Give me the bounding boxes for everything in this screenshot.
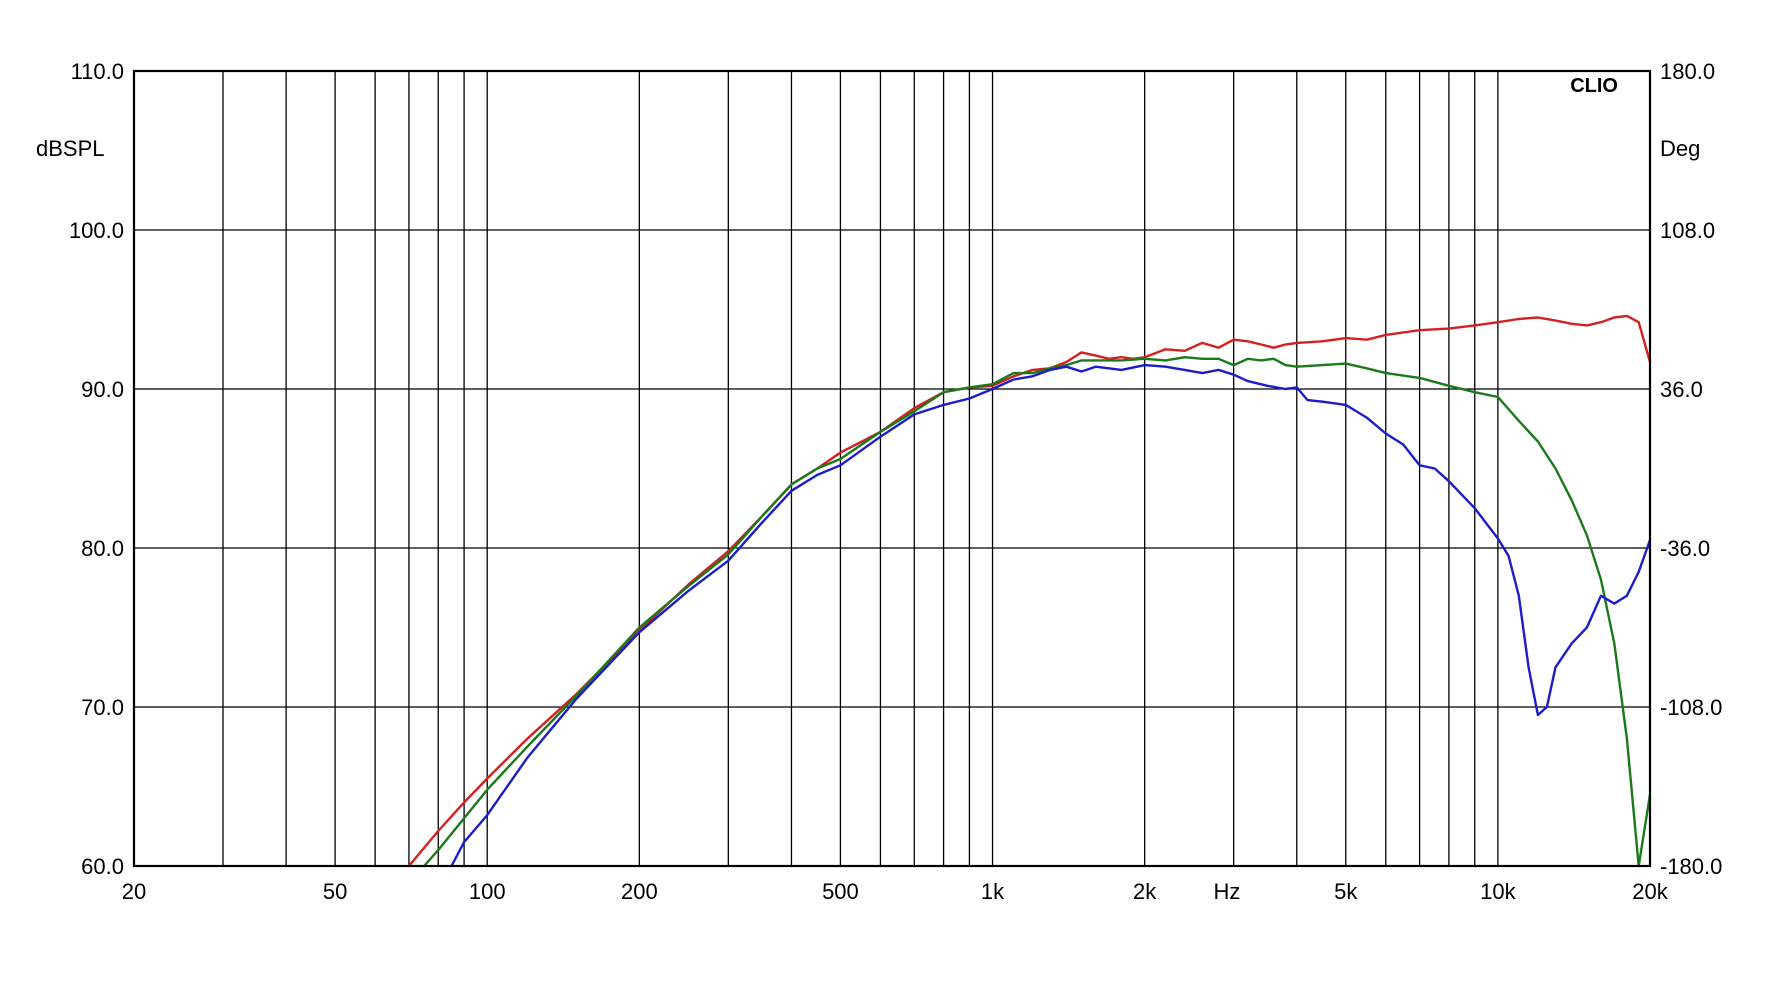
y2-tick-label: -180.0	[1660, 854, 1722, 879]
x-tick-label: 20k	[1632, 879, 1668, 904]
y-tick-label: 70.0	[81, 695, 124, 720]
y2-tick-label: 180.0	[1660, 59, 1715, 84]
x-axis-title: Hz	[1214, 879, 1241, 904]
y-axis-title: dBSPL	[36, 136, 105, 161]
x-tick-label: 100	[469, 879, 506, 904]
y-tick-label: 100.0	[69, 218, 124, 243]
y2-tick-label: 36.0	[1660, 377, 1703, 402]
y-tick-label: 60.0	[81, 854, 124, 879]
x-tick-label: 10k	[1480, 879, 1516, 904]
y2-tick-label: 108.0	[1660, 218, 1715, 243]
x-tick-label: 200	[621, 879, 658, 904]
x-tick-label: 1k	[981, 879, 1005, 904]
series-line-2	[422, 356, 1652, 868]
series-line-1	[407, 314, 1652, 868]
y2-tick-label: -108.0	[1660, 695, 1722, 720]
x-tick-label: 500	[822, 879, 859, 904]
plot-frame	[132, 69, 1652, 868]
grid-lines	[134, 71, 1650, 866]
y2-axis-title: Deg	[1660, 136, 1700, 161]
series-lines	[407, 314, 1652, 868]
tick-labels: 20 50 100 200 500 1k 2k 5k 10k 20k 110.0 100.0 90.0 8…	[69, 59, 1722, 904]
x-tick-label: 50	[323, 879, 347, 904]
clio-logo: CLIO	[1570, 75, 1618, 97]
y-tick-label: 110.0	[71, 59, 124, 84]
y2-tick-label: -36.0	[1660, 536, 1710, 561]
x-tick-label: 5k	[1334, 879, 1358, 904]
y-tick-label: 80.0	[81, 536, 124, 561]
x-tick-label: 20	[122, 879, 146, 904]
x-tick-label: 2k	[1133, 879, 1157, 904]
y-tick-label: 90.0	[81, 377, 124, 402]
series-line-3	[450, 363, 1652, 868]
